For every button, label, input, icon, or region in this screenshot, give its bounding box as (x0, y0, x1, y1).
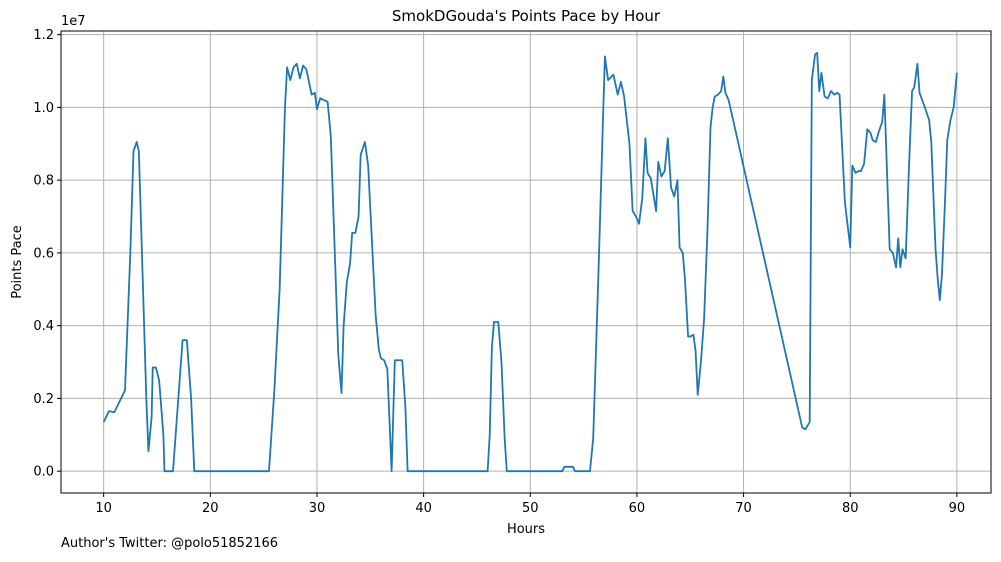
x-tick-label: 20 (202, 501, 219, 516)
y-tick-label: 1.0 (33, 101, 54, 116)
y-axis-ticks: 0.0 0.2 0.4 0.6 0.8 1.0 1.2 (33, 28, 61, 480)
plot-frame (60, 30, 992, 494)
x-tick-label: 10 (95, 501, 112, 516)
y-tick-label: 0.6 (33, 246, 54, 261)
x-tick-label: 30 (309, 501, 326, 516)
x-tick-label: 60 (629, 501, 646, 516)
y-axis-multiplier: 1e7 (61, 14, 86, 29)
x-tick-label: 90 (949, 501, 966, 516)
chart-title: SmokDGouda's Points Pace by Hour (392, 7, 661, 25)
y-axis-label: Points Pace (10, 225, 25, 299)
grid-lines (61, 31, 991, 493)
x-axis-label: Hours (507, 522, 545, 537)
y-tick-label: 0.4 (33, 319, 54, 334)
points-pace-line (102, 51, 958, 473)
x-tick-label: 70 (735, 501, 752, 516)
x-tick-label: 80 (842, 501, 859, 516)
x-tick-label: 50 (522, 501, 539, 516)
x-tick-label: 40 (415, 501, 432, 516)
series-lines (102, 51, 958, 473)
x-axis-ticks: 10 20 30 40 50 60 70 80 90 (95, 493, 965, 516)
y-tick-label: 0.2 (33, 392, 54, 407)
y-tick-label: 1.2 (33, 28, 54, 43)
y-tick-label: 0.8 (33, 174, 54, 189)
y-tick-label: 0.0 (33, 465, 54, 480)
author-twitter-note: Author's Twitter: @polo51852166 (61, 536, 279, 551)
